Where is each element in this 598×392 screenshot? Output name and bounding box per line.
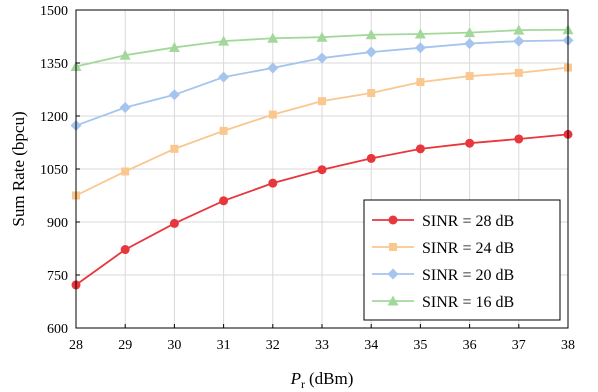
x-axis-label-subscript: r (301, 377, 305, 391)
data-point (218, 35, 230, 46)
legend-marker (387, 295, 399, 306)
data-point (513, 24, 525, 35)
data-point (365, 46, 377, 58)
data-point (168, 89, 180, 101)
data-point (514, 134, 524, 144)
x-tick-label: 32 (266, 338, 280, 353)
y-tick-label: 900 (47, 216, 68, 231)
y-tick-label: 1350 (40, 57, 68, 72)
data-point (169, 218, 179, 228)
legend-marker (389, 243, 397, 251)
x-tick-label: 35 (413, 338, 427, 353)
data-point (268, 110, 277, 119)
data-point (120, 245, 130, 255)
legend-marker (387, 268, 399, 280)
data-point (267, 32, 279, 43)
data-point (415, 144, 425, 154)
legend-label: SINR = 16 dB (422, 294, 514, 311)
x-tick-label: 38 (561, 338, 575, 353)
data-point (367, 89, 376, 98)
legend-label: SINR = 24 dB (422, 240, 514, 257)
data-point (219, 196, 229, 206)
x-tick-label: 28 (69, 338, 83, 353)
y-tick-label: 750 (47, 269, 68, 284)
y-axis-label: Sum Rate (bpcu) (9, 111, 28, 226)
data-point (464, 38, 476, 50)
data-point (218, 71, 230, 83)
data-point (317, 165, 327, 175)
data-point (416, 78, 425, 87)
legend: SINR = 28 dB SINR = 24 dB SINR = 20 dB SINR… (363, 199, 561, 321)
x-axis-label-unit: (dBm) (309, 369, 353, 388)
series-16db (70, 24, 574, 72)
x-tick-label: 36 (463, 338, 477, 353)
data-point (514, 68, 523, 77)
x-tick-label: 30 (167, 338, 181, 353)
data-point (513, 35, 525, 47)
data-point (366, 153, 376, 163)
data-point (465, 72, 474, 81)
legend-item: SINR = 20 dB (372, 267, 514, 284)
data-point (119, 49, 131, 60)
data-point (316, 31, 328, 42)
legend-label: SINR = 20 dB (422, 267, 514, 284)
x-tick-label: 31 (217, 338, 231, 353)
x-tick-label: 29 (118, 338, 132, 353)
data-point (170, 144, 179, 153)
legend-item: SINR = 28 dB (372, 213, 514, 230)
series-layer (70, 24, 574, 290)
y-tick-label: 1050 (40, 163, 68, 178)
y-tick-label: 600 (47, 322, 68, 337)
data-point (267, 62, 279, 74)
legend-item: SINR = 24 dB (372, 240, 514, 257)
series-20db (70, 34, 574, 132)
data-point (168, 41, 180, 52)
data-point (464, 27, 476, 38)
x-tick-label: 34 (364, 338, 378, 353)
data-point (121, 167, 130, 176)
x-axis-label: Pr (dBm) (290, 369, 354, 391)
data-point (365, 29, 377, 40)
data-point (268, 178, 278, 188)
y-tick-label: 1500 (40, 4, 68, 19)
legend-marker (388, 215, 398, 225)
data-point (465, 138, 475, 148)
y-tick-label: 1200 (40, 110, 68, 125)
data-point (219, 126, 228, 135)
data-point (318, 97, 326, 106)
data-point (414, 42, 426, 54)
data-point (316, 52, 328, 64)
x-tick-label: 33 (315, 338, 329, 353)
legend-label: SINR = 28 dB (422, 213, 514, 230)
data-point (119, 102, 131, 114)
legend-item: SINR = 16 dB (372, 294, 514, 311)
data-point (414, 28, 426, 39)
x-axis-label-main: P (290, 369, 301, 388)
axis-ticks: 28 29 30 31 32 33 34 35 36 37 38 600 750 900 1050 1200 1… (40, 4, 575, 353)
x-tick-label: 37 (512, 338, 526, 353)
